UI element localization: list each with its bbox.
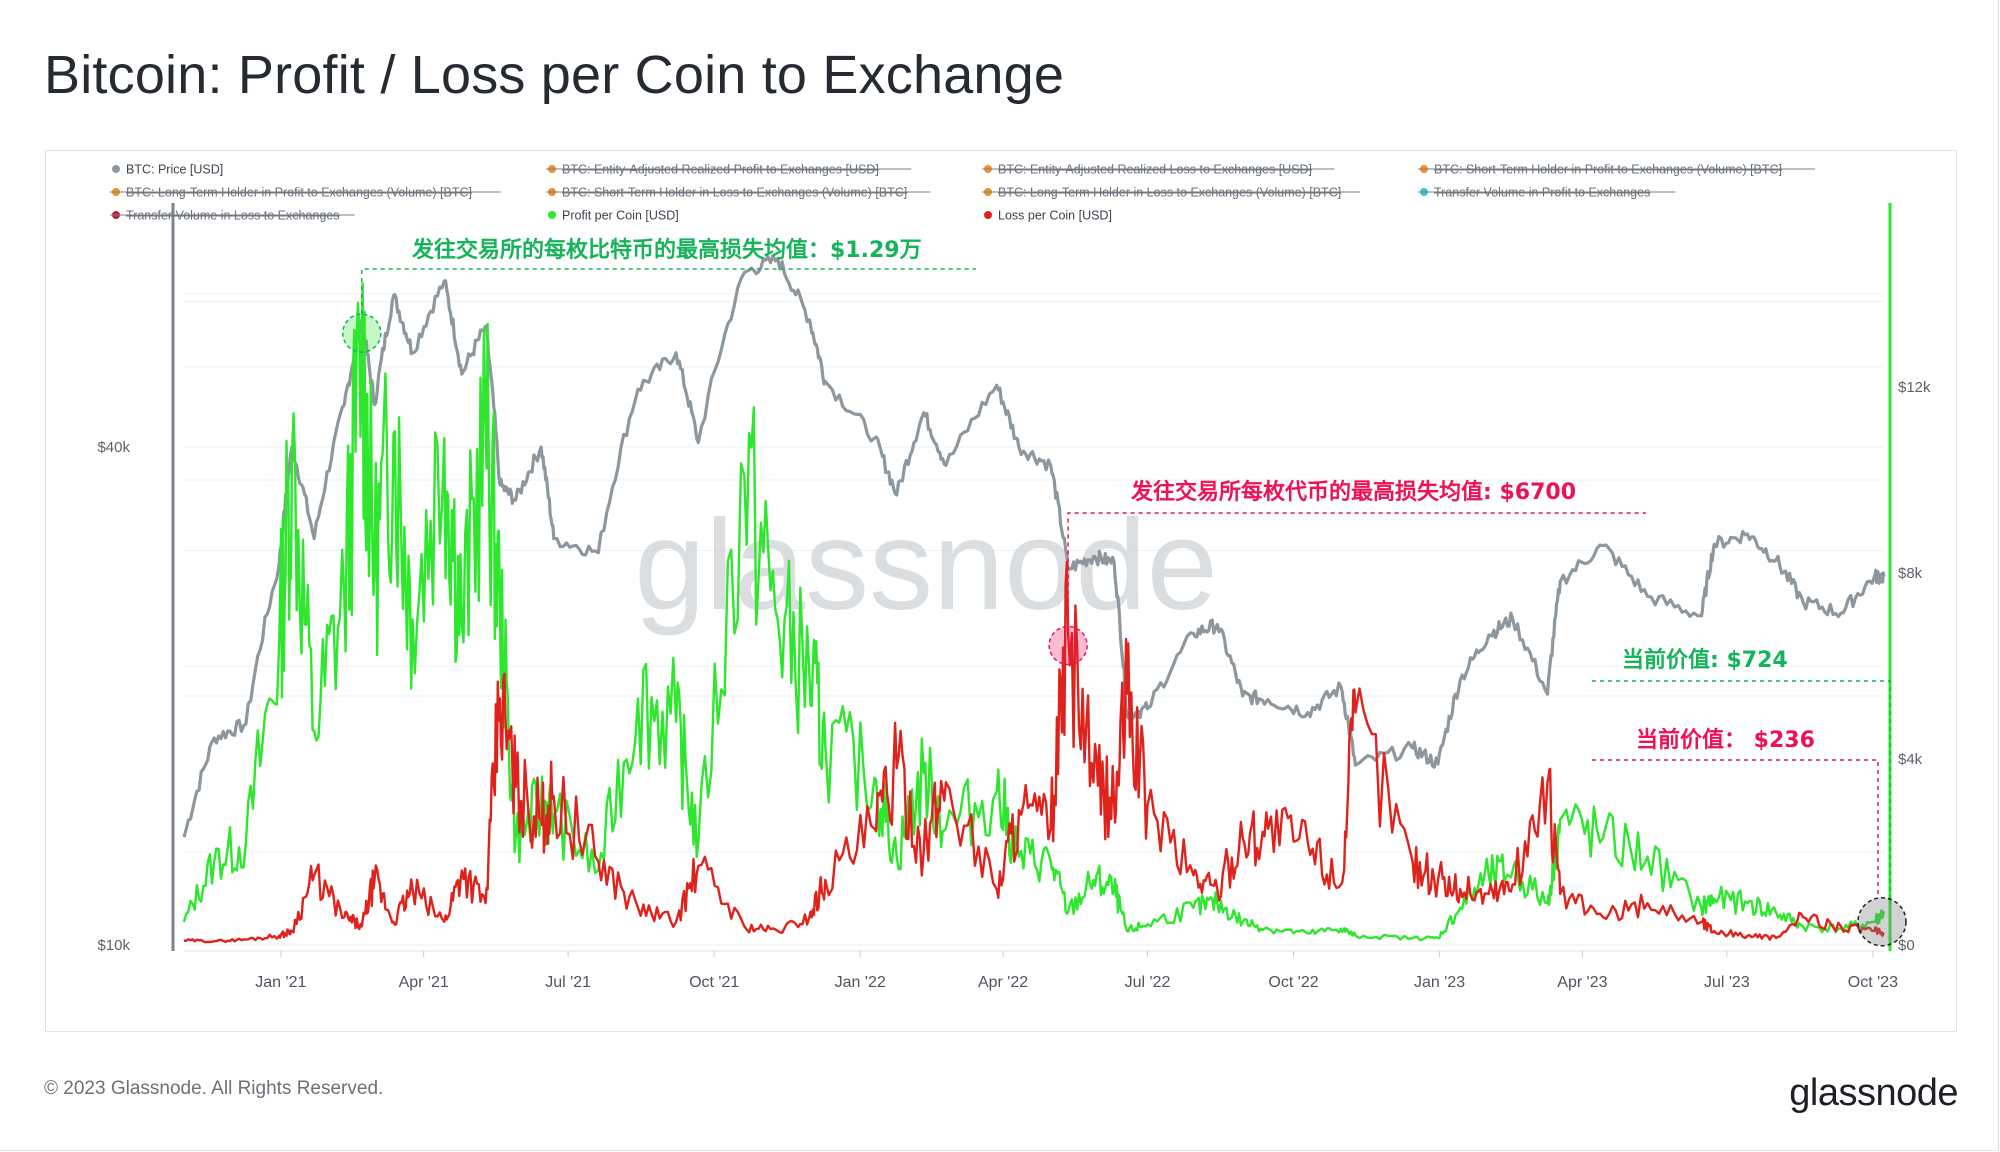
- current-profit-leader: [1592, 680, 1891, 898]
- legend-swatch: [984, 211, 992, 219]
- annotation-max-loss: 发往交易所每枚代币的最高损失均值: $6700: [1130, 479, 1576, 505]
- legend-item[interactable]: BTC: Price [USD]: [112, 163, 223, 177]
- series: [182, 254, 1886, 944]
- x-tick-label: Jan '21: [255, 974, 306, 991]
- legend-item[interactable]: BTC: Short-Term Holder in Loss to Exchan…: [546, 186, 931, 200]
- legend[interactable]: BTC: Price [USD] BTC: Entity-Adjusted Rea…: [110, 163, 1815, 223]
- x-tick-label: Jul '21: [545, 974, 591, 991]
- left-tick-label: $10k: [97, 937, 130, 954]
- series-price-line: [182, 254, 1886, 838]
- legend-item[interactable]: BTC: Entity-Adjusted Realized Profit to …: [546, 163, 912, 177]
- legend-swatch: [112, 165, 120, 173]
- max-profit-leader: [361, 268, 976, 315]
- legend-item[interactable]: Transfer Volume in Loss to Exchanges: [110, 209, 355, 223]
- legend-label: Loss per Coin [USD]: [998, 209, 1112, 223]
- left-tick-label: $40k: [97, 439, 130, 456]
- x-tick-label: Oct '22: [1268, 974, 1318, 991]
- chart-frame: glassnode $10k $40k $0 $4k $8k $12k Jan '21 Apr…: [45, 150, 1957, 1032]
- legend-item[interactable]: BTC: Short-Term Holder in Profit to Exch…: [1418, 163, 1815, 177]
- chart-svg[interactable]: glassnode $10k $40k $0 $4k $8k $12k Jan '21 Apr…: [46, 151, 1956, 1031]
- current-loss-leader: [1592, 759, 1879, 898]
- page-title: Bitcoin: Profit / Loss per Coin to Excha…: [44, 45, 1065, 105]
- legend-item[interactable]: BTC: Long-Term Holder in Loss to Exchang…: [982, 186, 1360, 200]
- max-loss-marker: [1048, 625, 1088, 666]
- legend-item[interactable]: Loss per Coin [USD]: [984, 209, 1112, 223]
- x-tick-label: Oct '21: [689, 974, 739, 991]
- right-tick-label: $8k: [1898, 565, 1923, 582]
- current-value-marker: [1857, 897, 1907, 947]
- annotation-current-loss: 当前价值： $236: [1636, 727, 1815, 753]
- x-tick-label: Oct '23: [1848, 974, 1898, 991]
- watermark: glassnode: [634, 494, 1218, 637]
- copyright: © 2023 Glassnode. All Rights Reserved.: [44, 1078, 384, 1099]
- series-loss-line: [183, 561, 1885, 944]
- legend-item[interactable]: Profit per Coin [USD]: [548, 209, 679, 223]
- right-tick-label: $12k: [1898, 379, 1931, 396]
- x-tick-label: Jul '23: [1704, 974, 1750, 991]
- x-tick-label: Jan '23: [1414, 974, 1465, 991]
- legend-swatch: [548, 211, 556, 219]
- max-loss-leader: [1067, 512, 1646, 627]
- series-profit-line: [182, 282, 1886, 942]
- legend-label: Profit per Coin [USD]: [562, 209, 679, 223]
- legend-label: BTC: Price [USD]: [126, 163, 223, 177]
- legend-item[interactable]: Transfer Volume in Profit to Exchanges: [1418, 186, 1676, 200]
- x-tick-label: Jan '22: [835, 974, 886, 991]
- annotation-max-profit: 发往交易所的每枚比特币的最高损失均值：$1.29万: [411, 237, 922, 263]
- x-tick-label: Apr '22: [978, 974, 1028, 991]
- max-profit-marker: [342, 313, 382, 353]
- right-tick-label: $4k: [1898, 751, 1923, 768]
- legend-item[interactable]: BTC: Entity-Adjusted Realized Loss to Ex…: [982, 163, 1335, 177]
- annotation-current-profit: 当前价值: $724: [1622, 647, 1788, 673]
- x-tick-label: Apr '21: [399, 974, 449, 991]
- legend-item[interactable]: BTC: Long-Term Holder in Profit to Excha…: [110, 186, 501, 200]
- grid-lines: [184, 293, 1884, 946]
- x-tick-label: Jul '22: [1125, 974, 1171, 991]
- right-tick-label: $0: [1898, 937, 1915, 954]
- x-tick-label: Apr '23: [1557, 974, 1607, 991]
- brand-logo: glassnode: [1789, 1072, 1958, 1114]
- annotations: 发往交易所的每枚比特币的最高损失均值：$1.29万发往交易所每枚代币的最高损失均…: [342, 237, 1907, 947]
